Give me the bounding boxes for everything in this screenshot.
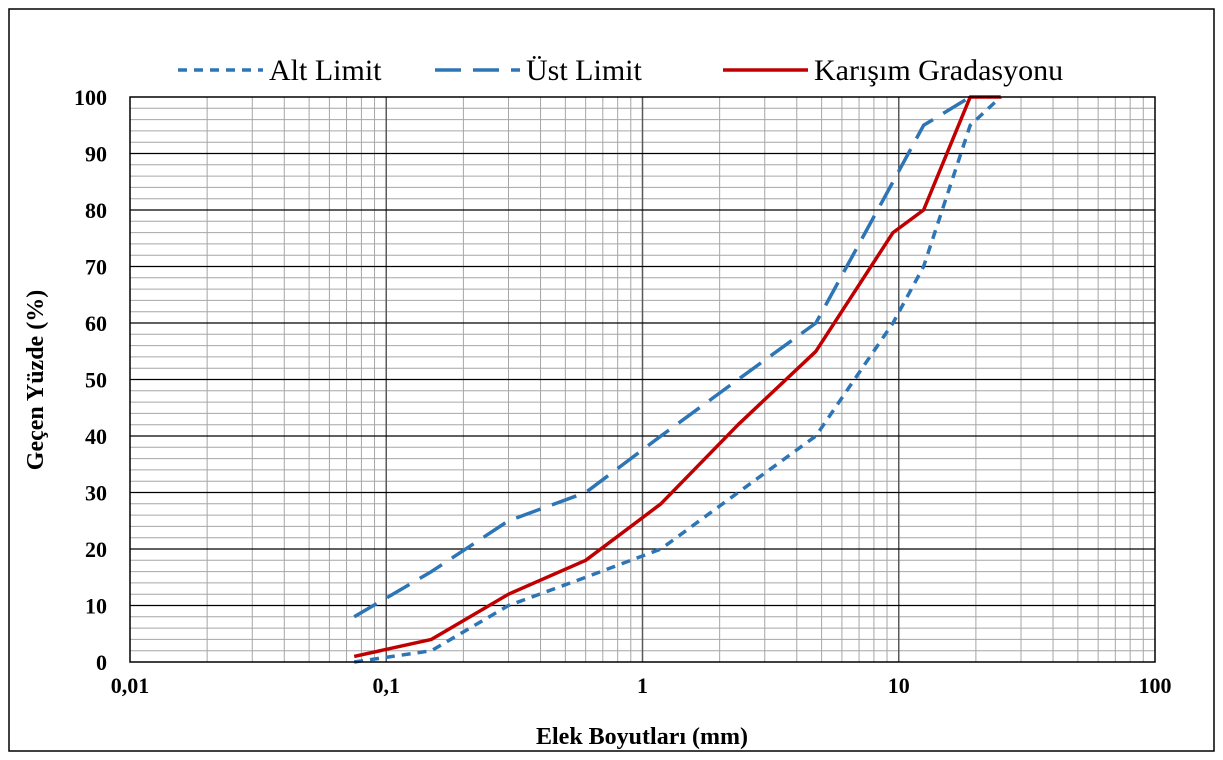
y-tick-label: 40 bbox=[85, 424, 107, 449]
x-tick-label: 10 bbox=[888, 673, 910, 698]
y-axis-title: Geçen Yüzde (%) bbox=[23, 290, 49, 470]
y-tick-label: 0 bbox=[96, 650, 107, 675]
legend-label: Üst Limit bbox=[526, 54, 643, 87]
y-tick-label: 70 bbox=[85, 255, 107, 280]
y-tick-label: 60 bbox=[85, 311, 107, 336]
x-axis-title: Elek Boyutları (mm) bbox=[536, 724, 748, 750]
y-tick-label: 10 bbox=[85, 594, 107, 619]
legend-label: Alt Limit bbox=[269, 54, 382, 87]
x-tick-label: 0,1 bbox=[373, 673, 401, 698]
legend-label: Karışım Gradasyonu bbox=[814, 54, 1063, 87]
legend: Alt Limit Üst Limit Karışım Gradasyonu bbox=[178, 54, 1063, 87]
y-tick-label: 80 bbox=[85, 198, 107, 223]
y-tick-label: 30 bbox=[85, 481, 107, 506]
x-tick-label: 0,01 bbox=[111, 673, 150, 698]
y-tick-label: 20 bbox=[85, 537, 107, 562]
x-tick-label: 100 bbox=[1139, 673, 1172, 698]
y-tick-label: 50 bbox=[85, 368, 107, 393]
y-tick-label: 100 bbox=[74, 85, 107, 110]
y-tick-label: 90 bbox=[85, 142, 107, 167]
x-tick-label: 1 bbox=[637, 673, 648, 698]
